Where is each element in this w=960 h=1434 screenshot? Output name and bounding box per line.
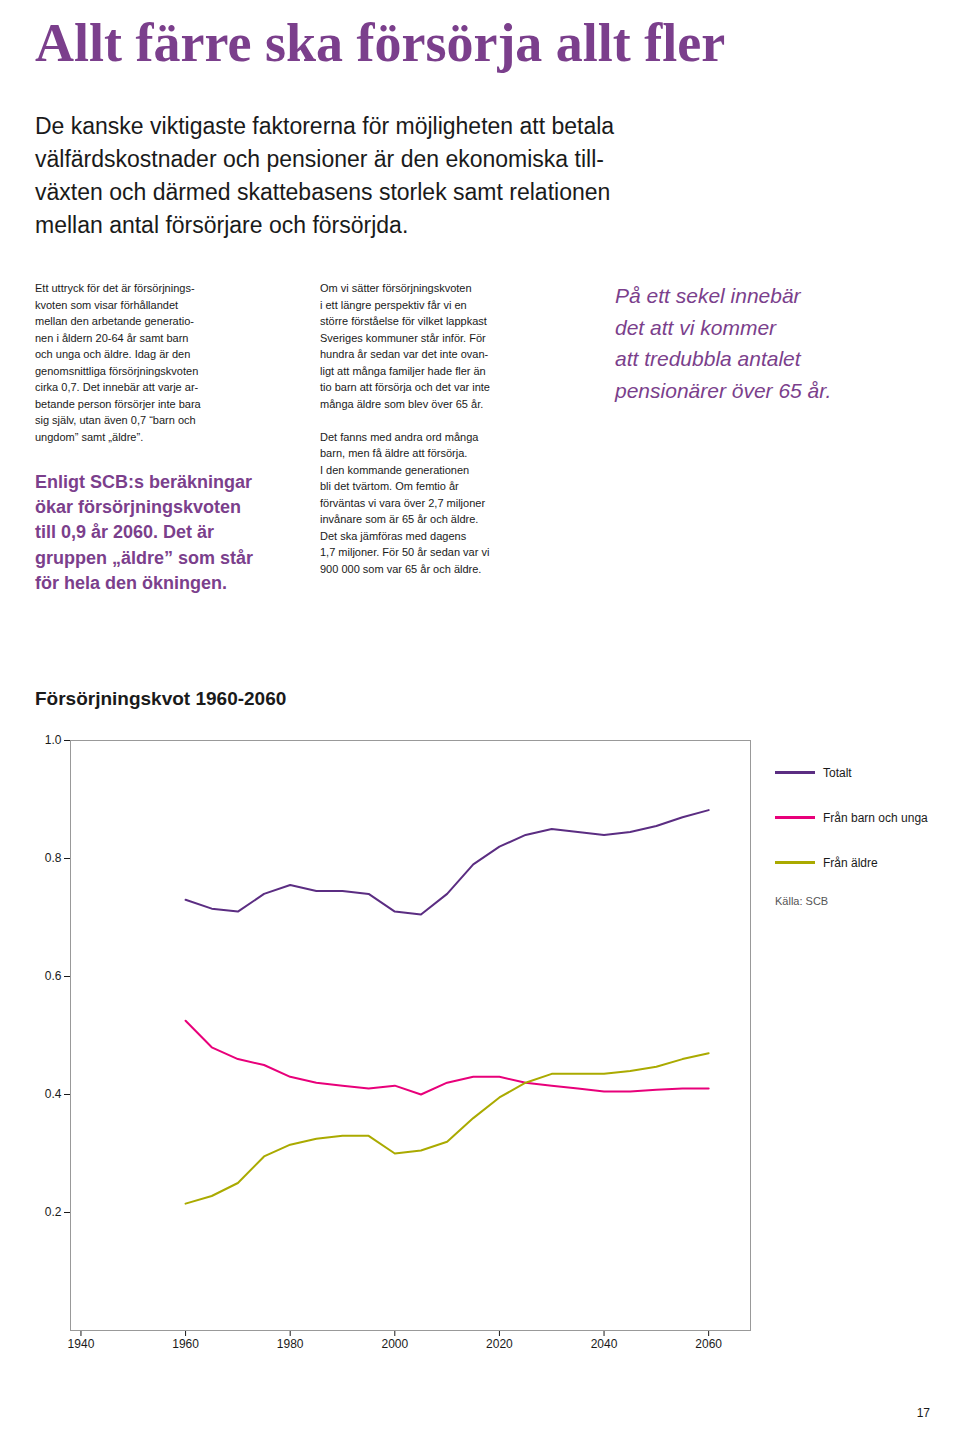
html-text:Källa: SCB: Källa: SCB — [775, 895, 829, 907]
svg-text:2060: 2060 — [695, 1337, 722, 1351]
svg-text:1.0: 1.0 — [45, 733, 62, 747]
html-text:De kanske viktigaste faktorern: De kanske viktigaste faktorerna för möjl… — [35, 113, 615, 139]
html-text:Ett uttryck för det är försörj: Ett uttryck för det är försörjnings- kvo… — [35, 282, 201, 443]
html-text:17: 17 — [916, 1406, 930, 1420]
svg-text:0.2: 0.2 — [45, 1205, 62, 1219]
svg-text:0.6: 0.6 — [45, 969, 62, 983]
html-text:Från äldre: Från äldre — [823, 855, 878, 870]
html-text:Försörjningskvot 1960-2060: Försörjningskvot 1960-2060 — [35, 688, 287, 709]
html-text:växten och därmed skattebasens: växten och därmed skattebasens storlek s… — [35, 179, 611, 205]
svg-text:2000: 2000 — [381, 1337, 408, 1351]
html-text:Om vi sätter försörjningskvote: Om vi sätter försörjningskvoten i ett lä… — [320, 282, 490, 575]
svg-text:0.8: 0.8 — [45, 851, 62, 865]
html-text:mellan antal försörjare och fö: mellan antal försörjare och försörjda. — [35, 212, 409, 238]
html-text:Totalt: Totalt — [823, 765, 852, 780]
svg-text:1960: 1960 — [172, 1337, 199, 1351]
html-text:Enligt SCB:s beräkningar ökar: Enligt SCB:s beräkningar ökar försörjnin… — [35, 472, 254, 593]
html-text:välfärdskostnader och pensione: välfärdskostnader och pensioner är den e… — [35, 146, 604, 172]
html-text:Allt färre ska försörja allt f: Allt färre ska försörja allt fler — [35, 13, 726, 73]
svg-text:1980: 1980 — [277, 1337, 304, 1351]
html-text:Från barn och unga: Från barn och unga — [823, 810, 928, 825]
svg-text:0.4: 0.4 — [45, 1087, 62, 1101]
svg-text:2040: 2040 — [591, 1337, 618, 1351]
html-text:På ett sekel innebär det att v: På ett sekel innebär det att vi kommer a… — [615, 284, 832, 402]
svg-text:2020: 2020 — [486, 1337, 513, 1351]
svg-text:1940: 1940 — [68, 1337, 95, 1351]
